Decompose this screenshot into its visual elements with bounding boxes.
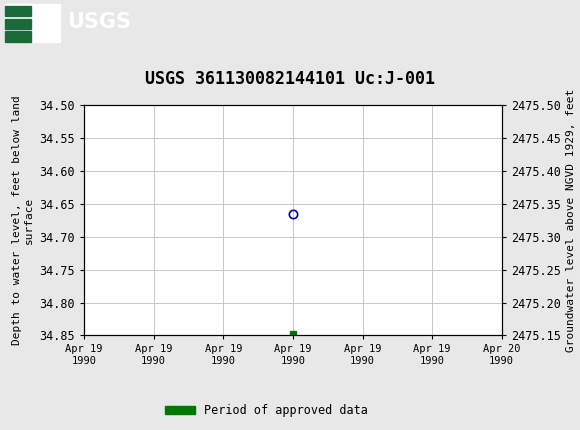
Text: USGS: USGS [67,12,130,32]
Bar [5,6,31,16]
Legend: Period of approved data: Period of approved data [161,399,373,422]
Y-axis label: Groundwater level above NGVD 1929, feet: Groundwater level above NGVD 1929, feet [566,89,576,352]
Bar [5,31,31,42]
Bar [5,3,60,42]
Bar [5,18,31,29]
Text: USGS 361130082144101 Uc:J-001: USGS 361130082144101 Uc:J-001 [145,70,435,88]
Y-axis label: Depth to water level, feet below land
surface: Depth to water level, feet below land su… [12,95,34,345]
